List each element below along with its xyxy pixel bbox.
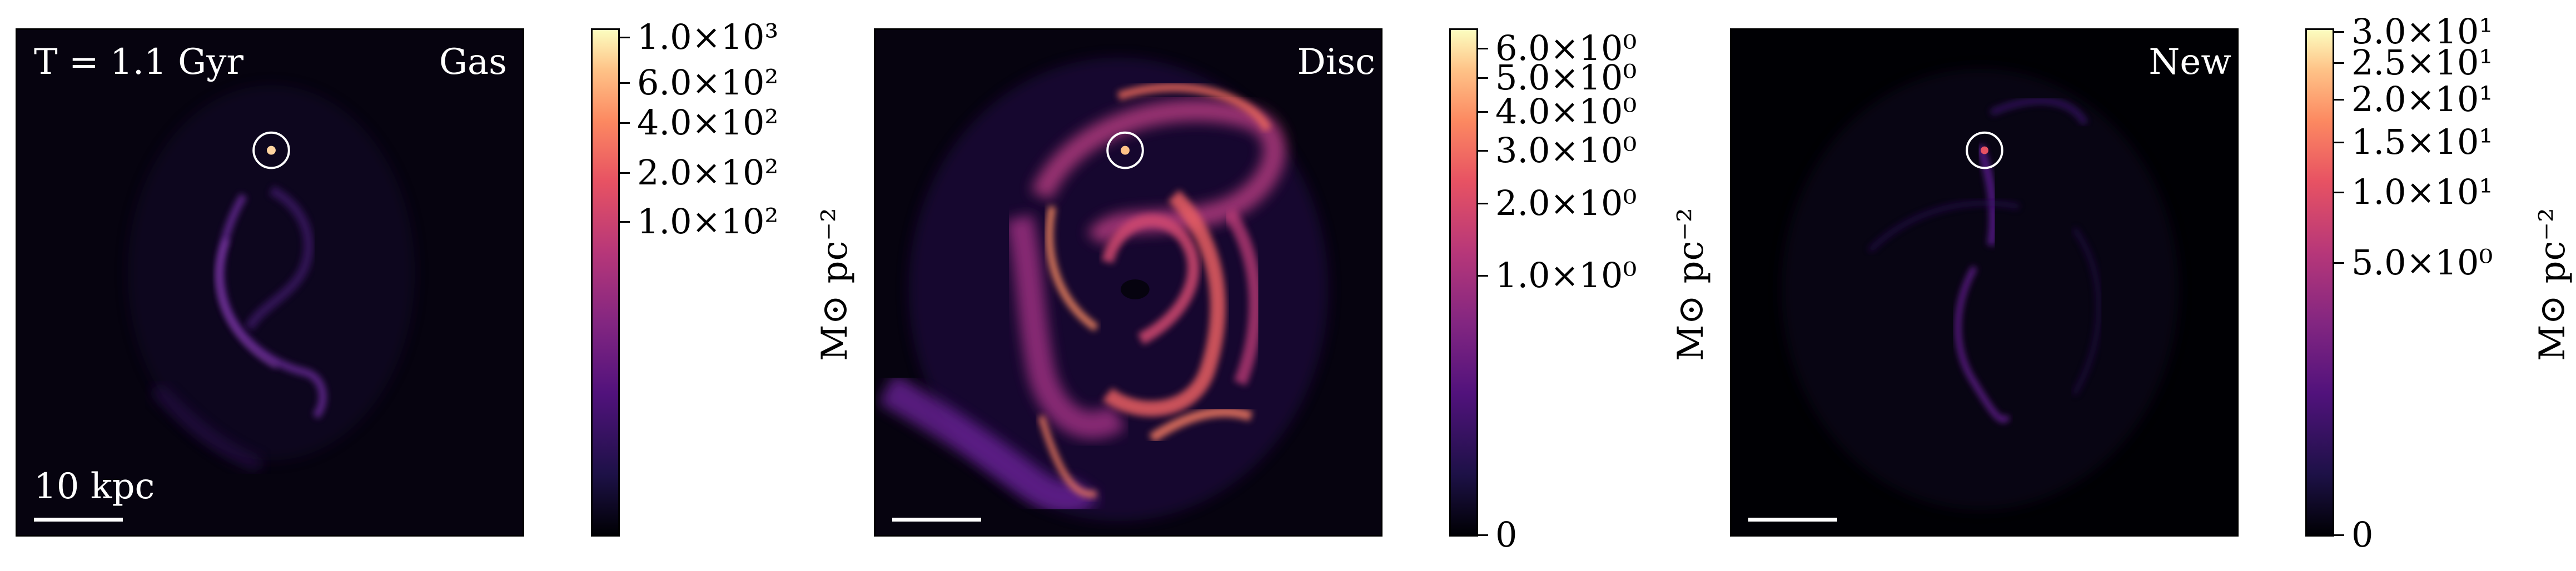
gas-colorbar-unit-label: M⊙ pc⁻²: [814, 208, 856, 361]
tick-label: 1.0×10²: [637, 201, 779, 242]
tick-label: 2.0×10¹: [2351, 79, 2493, 119]
tick-label: 3.0×10⁰: [1495, 130, 1637, 171]
clump-core: [1981, 146, 1988, 154]
tick-label: 6.0×10⁰: [1495, 28, 1637, 68]
scale-label: 10 kpc: [34, 466, 155, 507]
time-label: T = 1.1 Gyr: [34, 42, 243, 83]
clump-marker-circle: [252, 131, 290, 169]
new-stars-density-map: [1732, 30, 2237, 535]
tick-label: 1.0×10³: [637, 17, 779, 57]
tick-label: 4.0×10²: [637, 102, 779, 143]
clump-core: [267, 146, 276, 155]
tick-label: 0: [2351, 514, 2374, 555]
disc-density-map: [876, 30, 1381, 535]
gas-colorbar: [591, 28, 620, 537]
gas-panel: T = 1.1 Gyr Gas 10 kpc: [16, 28, 524, 537]
clump-core: [1121, 146, 1130, 155]
scale-bar: [34, 518, 123, 522]
tick-label: 6.0×10²: [637, 62, 779, 103]
clump-marker-circle: [1106, 131, 1144, 169]
gas-density-map: [17, 30, 523, 535]
new-stars-panel: New: [1730, 28, 2239, 537]
new-stars-colorbar-unit-label: M⊙ pc⁻²: [2532, 208, 2573, 361]
tick-label: 2.0×10²: [637, 152, 779, 193]
disc-colorbar-unit-label: M⊙ pc⁻²: [1670, 208, 1712, 361]
disc-colorbar: [1449, 28, 1478, 537]
tick-label: 0: [1495, 514, 1518, 555]
disc-panel: Disc: [874, 28, 1383, 537]
clump-marker-circle: [1966, 131, 2003, 169]
tick-label: 2.0×10⁰: [1495, 183, 1637, 223]
tick-label: 4.0×10⁰: [1495, 91, 1637, 132]
tick-label: 2.5×10¹: [2351, 42, 2493, 83]
tick-label: 1.0×10⁰: [1495, 255, 1637, 295]
component-label: Disc: [1297, 42, 1375, 83]
tick-label: 1.0×10¹: [2351, 172, 2493, 212]
tick-label: 3.0×10¹: [2351, 11, 2493, 52]
scale-bar: [1748, 518, 1837, 522]
component-label: Gas: [439, 42, 507, 83]
scale-bar: [892, 518, 981, 522]
component-label: New: [2149, 42, 2231, 83]
new-stars-colorbar: [2305, 28, 2334, 537]
tick-label: 1.5×10¹: [2351, 122, 2493, 162]
tick-label: 5.0×10⁰: [2351, 242, 2493, 283]
tick-label: 5.0×10⁰: [1495, 57, 1637, 98]
